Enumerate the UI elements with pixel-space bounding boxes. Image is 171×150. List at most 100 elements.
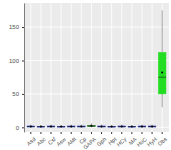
tick-label: 0 xyxy=(16,125,20,131)
whisker xyxy=(61,125,62,127)
tick-mark xyxy=(71,132,72,134)
whisker xyxy=(51,125,52,128)
grid-line xyxy=(51,3,52,132)
grid-line xyxy=(121,3,122,132)
grid-line xyxy=(61,3,62,132)
tick: GAPA xyxy=(82,132,98,150)
tick-mark xyxy=(30,132,31,134)
tick: AMt xyxy=(66,132,78,147)
grid-line xyxy=(101,3,102,132)
tick-label: Obs xyxy=(156,136,168,147)
mean-point xyxy=(60,126,62,128)
whisker xyxy=(71,125,72,128)
box xyxy=(27,126,35,127)
boxes xyxy=(27,10,166,127)
whisker xyxy=(141,125,142,128)
tick: Obs xyxy=(156,132,168,147)
grid-line xyxy=(40,3,41,132)
grid-line xyxy=(24,60,169,61)
y-axis: 0 50 100 150 xyxy=(9,4,25,133)
grid-line xyxy=(91,3,92,132)
tick-mark xyxy=(61,132,62,134)
tick-label: HCy xyxy=(116,136,128,148)
median xyxy=(27,126,35,127)
tick: 100 xyxy=(9,58,24,64)
median xyxy=(98,126,106,127)
grid-line xyxy=(24,127,169,128)
tick-label: 50 xyxy=(12,91,19,97)
tick-label: Gph xyxy=(96,136,108,147)
panel-background xyxy=(24,3,169,132)
box xyxy=(37,126,45,128)
tick: HCy xyxy=(116,132,128,147)
median xyxy=(158,77,166,78)
mean-point xyxy=(80,125,82,127)
whisker xyxy=(30,125,31,128)
tick: HyH xyxy=(146,132,158,147)
tick-label: Abc xyxy=(36,136,47,147)
tick-mark xyxy=(91,132,92,134)
tick: 150 xyxy=(9,24,24,30)
tick-mark xyxy=(152,132,153,134)
mean-point xyxy=(161,72,163,74)
tick-mark xyxy=(40,132,41,134)
tick: 0 xyxy=(16,125,24,131)
tick-mark xyxy=(22,60,24,61)
grid-line xyxy=(30,3,31,132)
tick-label: Asd xyxy=(26,136,37,147)
box xyxy=(78,126,86,127)
grid-line xyxy=(141,3,142,132)
grid-line xyxy=(81,3,82,132)
grid-line xyxy=(71,3,72,132)
chart: 0 50 100 150 AsdAbcCsfAswAMtCpGAPAGphHptHCyM… xyxy=(0,0,171,150)
box xyxy=(57,126,65,128)
mean-point xyxy=(101,125,103,127)
plot: 0 50 100 150 AsdAbcCsfAswAMtCpGAPAGphHptHCyM… xyxy=(9,3,170,150)
box xyxy=(138,126,146,127)
tick: Asd xyxy=(26,132,37,147)
tick-mark xyxy=(141,132,142,134)
whisker xyxy=(152,125,153,128)
tick-mark xyxy=(81,132,82,134)
tick-label: 150 xyxy=(9,24,20,30)
tick: HoC xyxy=(136,132,148,148)
mean-point xyxy=(151,125,153,127)
tick-mark xyxy=(121,132,122,134)
mean-point xyxy=(121,125,123,127)
tick-mark xyxy=(22,94,24,95)
tick-mark xyxy=(111,132,112,134)
median xyxy=(78,126,86,127)
box xyxy=(108,126,116,128)
whisker xyxy=(91,123,92,127)
box xyxy=(158,52,166,93)
box xyxy=(98,126,106,127)
whisker xyxy=(121,125,122,128)
grid-line xyxy=(111,3,112,132)
median xyxy=(118,126,126,127)
tick: Abc xyxy=(36,132,47,147)
axis-line xyxy=(24,4,25,133)
mean-point xyxy=(90,125,92,127)
whisker xyxy=(111,125,112,127)
tick-label: AMt xyxy=(66,136,78,147)
median xyxy=(148,126,156,127)
box xyxy=(148,126,156,127)
mean-point xyxy=(70,125,72,127)
tick-mark xyxy=(131,132,132,134)
mean-point xyxy=(40,126,42,128)
median xyxy=(57,126,65,127)
mean-point xyxy=(111,126,113,128)
grid-line xyxy=(24,93,169,94)
box xyxy=(128,126,136,128)
box xyxy=(118,126,126,127)
tick-mark xyxy=(51,132,52,134)
tick: Gph xyxy=(96,132,108,147)
box xyxy=(47,126,55,127)
tick-mark xyxy=(101,132,102,134)
whisker xyxy=(131,125,132,127)
x-axis: AsdAbcCsfAswAMtCpGAPAGphHptHCyMAHoCHyHOb… xyxy=(25,132,170,150)
mean-point xyxy=(131,126,133,128)
median xyxy=(47,126,55,127)
mean-point xyxy=(141,125,143,127)
median xyxy=(108,126,116,127)
